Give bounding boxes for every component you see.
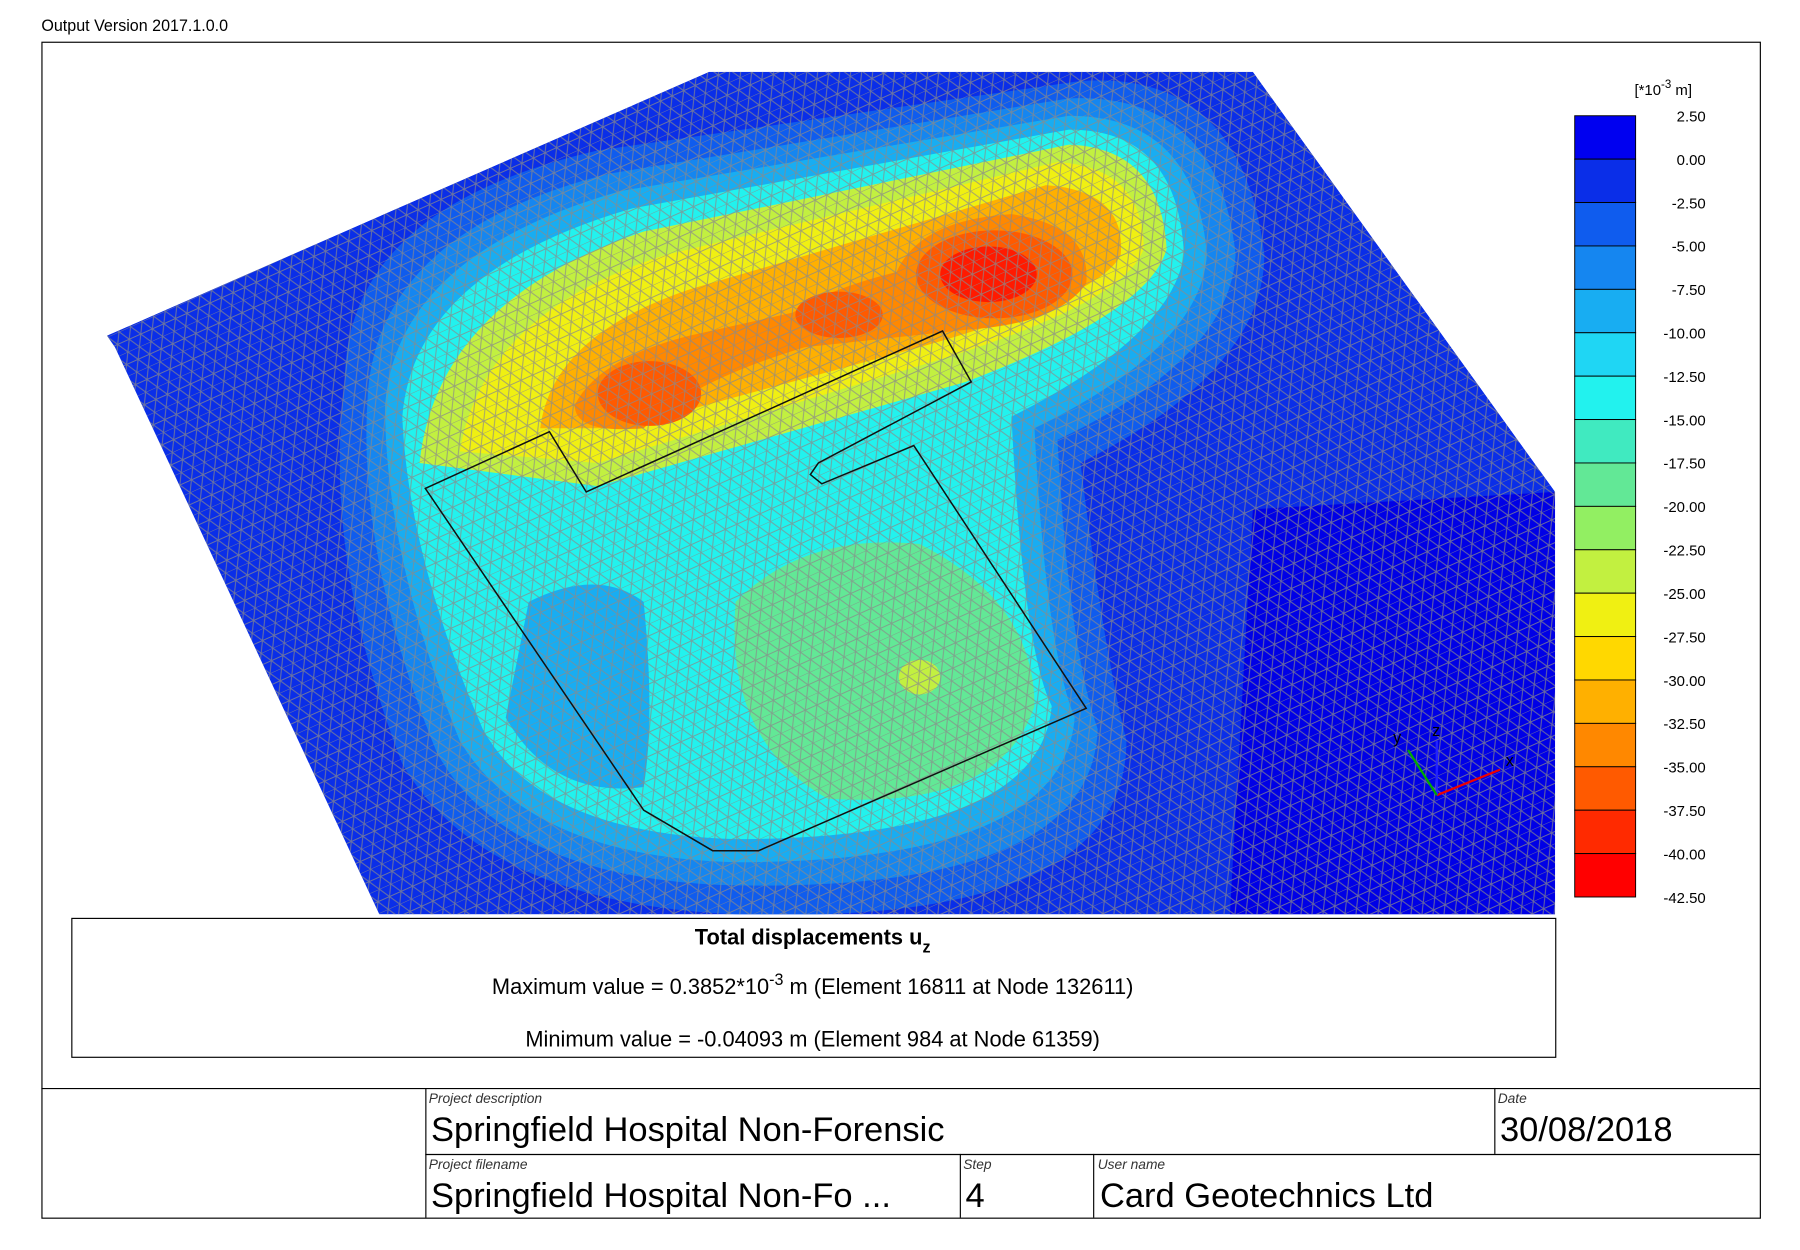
- z-axis-label: z: [1432, 722, 1440, 740]
- legend-label: -25.00: [1663, 586, 1705, 603]
- unit-exponent: -3: [1661, 79, 1671, 91]
- field-label: Date: [1498, 1090, 1527, 1106]
- legend: 2.50 0.00 -2.50 -5.00 -7.50 -10.00 -12.50 -15.0…: [1574, 108, 1706, 907]
- legend-band: [1574, 766, 1637, 811]
- title: Total displacements u: [695, 924, 923, 949]
- x-axis-arrow: [1436, 768, 1501, 797]
- legend-band: [1574, 549, 1637, 594]
- legend-label: 2.50: [1677, 108, 1706, 125]
- legend-band: [1574, 853, 1637, 898]
- legend-label: -12.50: [1663, 369, 1705, 386]
- field-value: 30/08/2018: [1500, 1111, 1673, 1149]
- excavation-outline: [424, 330, 1088, 852]
- legend-band: [1574, 592, 1637, 638]
- legend-band: [1574, 419, 1637, 464]
- x-axis-label: x: [1506, 752, 1514, 770]
- caption-title: Total displacements uz: [695, 924, 931, 956]
- max-value: Maximum value = 0.3852*10-3 m (Element 1…: [492, 971, 1133, 999]
- max-exponent: -3: [769, 971, 783, 989]
- mesh: [106, 71, 1556, 915]
- legend-label: -15.00: [1663, 412, 1705, 429]
- frame: [41, 41, 1761, 1219]
- legend-band: [1574, 722, 1637, 768]
- unit: [*10: [1634, 82, 1661, 99]
- legend-label: -5.00: [1672, 239, 1706, 256]
- y-axis-arrow: [1407, 749, 1438, 796]
- caption-box: [71, 917, 1557, 1058]
- legend-band: [1574, 158, 1637, 204]
- unit: m]: [1671, 82, 1692, 99]
- field-value: Springfield Hospital Non-Fo ...: [431, 1177, 891, 1215]
- legend-band: [1574, 809, 1637, 855]
- legend-label: 0.00: [1677, 152, 1706, 169]
- field-label: Project description: [429, 1090, 543, 1106]
- legend-label: -27.50: [1663, 629, 1705, 646]
- legend-band: [1574, 679, 1637, 724]
- legend-band: [1574, 288, 1637, 334]
- legend-band: [1574, 202, 1637, 247]
- legend-band: [1574, 332, 1637, 377]
- legend-label: -10.00: [1663, 325, 1705, 342]
- field-label: Project filename: [429, 1156, 528, 1172]
- max: Maximum value = 0.3852*10: [492, 974, 769, 999]
- field-value: Springfield Hospital Non-Forensic: [431, 1111, 945, 1149]
- title-block: [41, 1087, 1760, 1218]
- legend-label: -32.50: [1663, 716, 1705, 733]
- legend-band: [1574, 636, 1637, 681]
- legend-label: -30.00: [1663, 673, 1705, 690]
- legend-band: [1574, 115, 1637, 160]
- legend-band: [1574, 462, 1637, 507]
- legend-label: -37.50: [1663, 803, 1705, 820]
- legend-label: -17.50: [1663, 456, 1705, 473]
- legend-label: -22.50: [1663, 543, 1705, 560]
- legend-label: -20.00: [1663, 499, 1705, 516]
- legend-band: [1574, 245, 1637, 290]
- title-subscript: z: [922, 938, 930, 956]
- legend-band: [1574, 375, 1637, 421]
- y-axis-label: y: [1393, 729, 1402, 747]
- field-value: Card Geotechnics Ltd: [1100, 1177, 1433, 1215]
- legend-label: -42.50: [1663, 890, 1705, 907]
- field-label: User name: [1098, 1156, 1166, 1172]
- legend-label: -2.50: [1672, 195, 1706, 212]
- field-label: Step: [963, 1156, 992, 1172]
- legend-band: [1574, 505, 1637, 551]
- legend-unit: [*10-3 m]: [1634, 79, 1692, 99]
- version-label: Output Version 2017.1.0.0: [41, 17, 228, 35]
- legend-label: -7.50: [1672, 282, 1706, 299]
- legend-label: -40.00: [1663, 846, 1705, 863]
- min-value: Minimum value = -0.04093 m (Element 984 …: [525, 1026, 1100, 1051]
- model-view: [106, 71, 1556, 915]
- legend-label: -35.00: [1663, 760, 1705, 777]
- max: m (Element 16811 at Node 132611): [783, 974, 1133, 999]
- axis-indicator: x z y: [1393, 722, 1514, 797]
- field-value: 4: [966, 1177, 985, 1215]
